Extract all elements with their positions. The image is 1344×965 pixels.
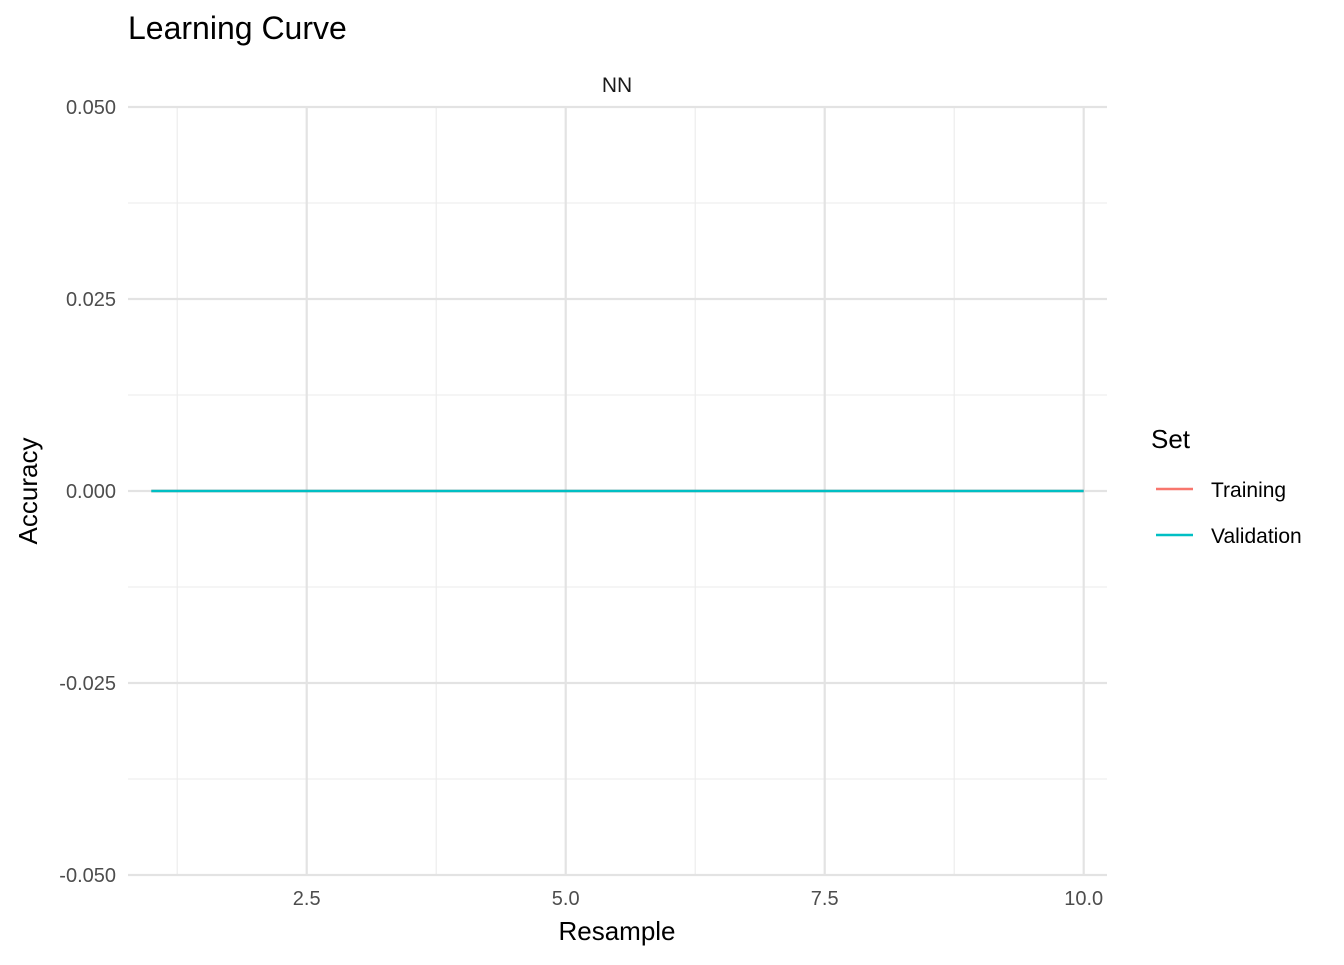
y-tick-label: 0.050 [66,97,116,119]
y-tick-label: -0.025 [59,673,116,695]
legend: Set Training Validation [1151,424,1302,548]
grid-layer [128,105,1107,877]
legend-title: Set [1151,424,1191,454]
x-tick-label: 10.0 [1064,888,1103,910]
x-axis-title: Resample [558,916,675,946]
x-tick-label: 7.5 [811,888,839,910]
y-tick-label: 0.000 [66,481,116,503]
x-tick-label: 5.0 [552,888,580,910]
tick-labels: 2.5 5.0 7.5 10.0 -0.050 -0.025 0.000 0.025 0.050 [59,97,1103,910]
chart-title: Learning Curve [128,10,347,46]
legend-items: Training Validation [1156,479,1302,548]
legend-label-training: Training [1211,479,1286,502]
y-tick-label: -0.050 [59,865,116,887]
legend-label-validation: Validation [1211,525,1302,548]
facet-strip-label: NN [602,74,632,97]
y-axis-title: Accuracy [13,438,43,545]
y-tick-label: 0.025 [66,289,116,311]
x-tick-label: 2.5 [293,888,321,910]
